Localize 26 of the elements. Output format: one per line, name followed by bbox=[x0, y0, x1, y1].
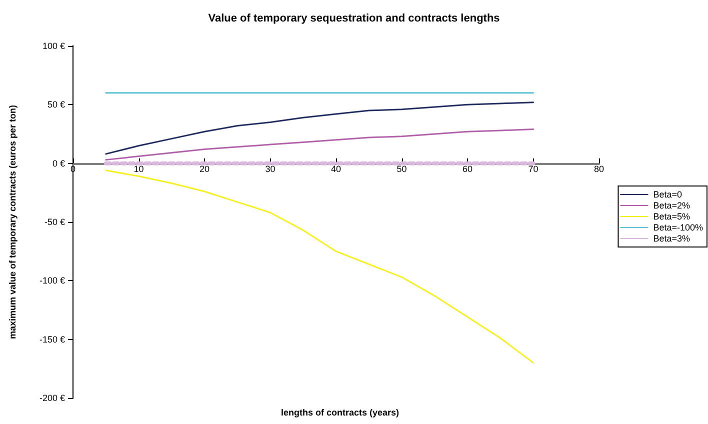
y-tick-label: -150 € bbox=[39, 334, 65, 344]
x-tick-label: 80 bbox=[594, 164, 604, 174]
x-tick-label: 30 bbox=[265, 164, 276, 174]
legend-label: Beta=3% bbox=[653, 234, 690, 244]
line-series bbox=[105, 102, 534, 155]
y-tick-label: -50 € bbox=[44, 217, 65, 227]
line-series bbox=[105, 128, 534, 161]
legend-label: Beta=2% bbox=[653, 200, 690, 210]
x-tick-label: 0 bbox=[70, 164, 76, 174]
y-tick-label: 100 € bbox=[42, 41, 65, 51]
y-tick-label: 50 € bbox=[47, 100, 65, 110]
x-tick-label: 40 bbox=[330, 164, 342, 174]
x-axis-title: lengths of contracts (years) bbox=[280, 408, 400, 418]
y-tick-label: -100 € bbox=[39, 276, 65, 286]
x-tick-label: 70 bbox=[528, 164, 538, 174]
y-tick-label: -200 € bbox=[39, 393, 65, 403]
legend-label: Beta=0 bbox=[653, 190, 682, 200]
x-tick-label: 60 bbox=[462, 164, 473, 174]
legend-label: Beta=5% bbox=[653, 212, 690, 222]
legend-label: Beta=-100% bbox=[653, 222, 704, 232]
x-tick-label: 10 bbox=[134, 164, 144, 174]
y-axis-title: maximum value of temporary contracts (euros per ton) bbox=[8, 104, 18, 340]
chart-title: Value of temporary sequestration and contracts lengths bbox=[208, 12, 500, 24]
y-tick-label: 0 € bbox=[52, 158, 65, 168]
x-tick-label: 20 bbox=[199, 164, 210, 174]
x-tick-label: 50 bbox=[396, 164, 407, 174]
